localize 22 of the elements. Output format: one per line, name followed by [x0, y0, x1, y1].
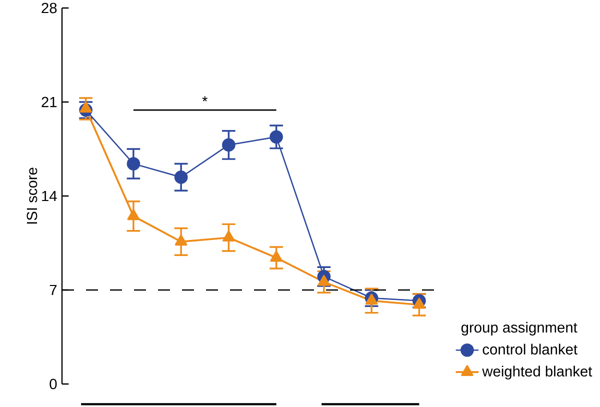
- legend-label: weighted blanket: [482, 366, 592, 380]
- y-tick-label: 7: [50, 284, 57, 296]
- y-tick-label: 21: [42, 96, 57, 108]
- legend-title: group assignment: [461, 322, 578, 336]
- legend-label: control blanket: [482, 344, 578, 355]
- point: [270, 250, 282, 262]
- point: [174, 170, 188, 184]
- y-tick-label: 14: [42, 190, 57, 202]
- point: [174, 234, 188, 246]
- y-tick-label: 0: [50, 378, 57, 390]
- y-tick-label: 28: [42, 2, 57, 14]
- point: [365, 294, 378, 305]
- annotation: *: [202, 96, 208, 102]
- point: [318, 274, 330, 286]
- point: [80, 102, 92, 113]
- point: [127, 209, 140, 220]
- point: [222, 138, 236, 152]
- point: [222, 230, 235, 242]
- point: [413, 298, 426, 309]
- y-axis-title: ISI score: [26, 168, 38, 224]
- point: [126, 157, 140, 170]
- point: [270, 130, 283, 144]
